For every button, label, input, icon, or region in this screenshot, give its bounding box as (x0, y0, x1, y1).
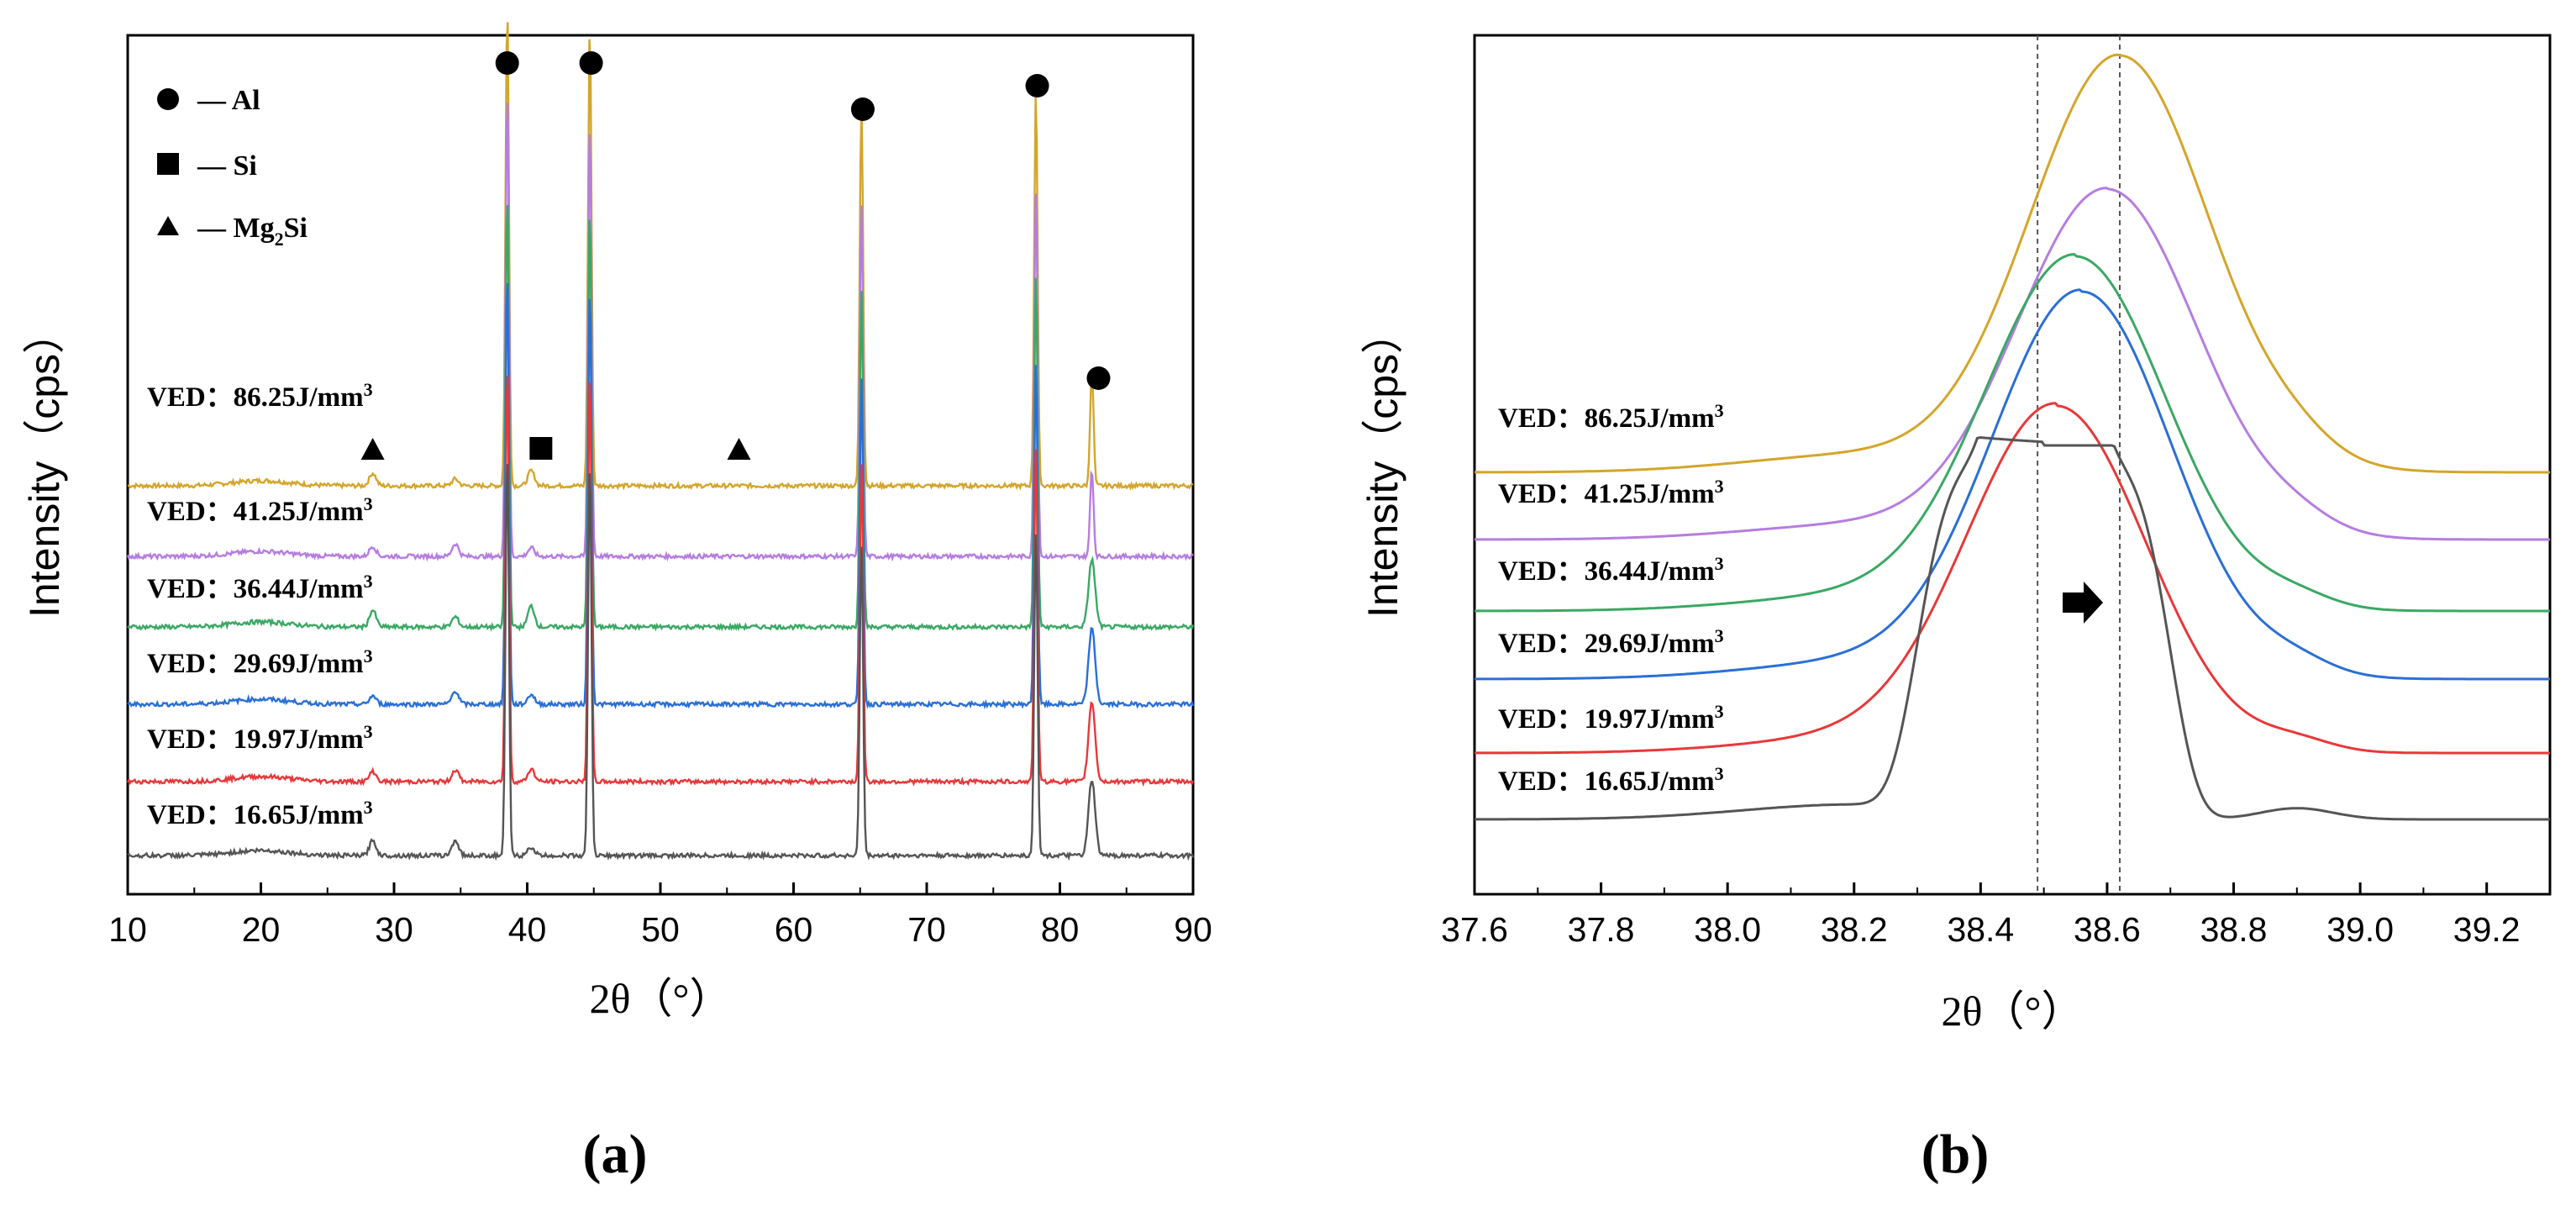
xrd-peak-series-line (1475, 436, 2550, 821)
panel-a-phase-markers (360, 51, 1111, 460)
panel-b-reference-lines (2037, 35, 2121, 894)
series-label: VED：19.97J/mm3 (1498, 701, 1724, 735)
panel-b-plot-frame (1473, 34, 2552, 896)
x-tick-label: 20 (242, 910, 281, 949)
al-phase-marker (579, 51, 603, 75)
panel-a-x-axis-label: 2θ（°） (590, 975, 732, 1022)
panel-a-series-labels: VED：86.25J/mm3 VED：41.25J/mm3 VED：36.44J/m… (147, 379, 373, 830)
al-phase-marker (850, 97, 875, 121)
x-tick-label: 30 (375, 910, 413, 949)
xrd-series-line (126, 103, 1194, 562)
x-tick-label: 37.6 (1441, 910, 1508, 949)
series-label: VED：19.97J/mm3 (147, 721, 373, 755)
panel-a-label: (a) (583, 1124, 648, 1185)
panel-a-x-ticks: 10 20 30 40 50 60 70 80 90 (108, 882, 1212, 949)
si-phase-marker (529, 437, 553, 460)
legend-mg2si-label: — Mg2Si (197, 213, 308, 250)
x-tick-label: 38.8 (2200, 910, 2268, 949)
legend-mg2si-marker (157, 216, 179, 235)
xrd-series-line (127, 282, 1195, 710)
x-tick-label: 37.8 (1568, 910, 1635, 949)
series-label: VED：29.69J/mm3 (147, 645, 373, 679)
panel-b-y-axis-label: Intensity（cps） (1359, 312, 1406, 618)
panel-b-series (1475, 53, 2550, 821)
panel-a-series (126, 22, 1195, 861)
series-label: VED：16.65J/mm3 (147, 797, 373, 830)
x-tick-label: 39.0 (2326, 910, 2394, 949)
series-label: VED：36.44J/mm3 (147, 571, 373, 604)
x-tick-label: 80 (1041, 910, 1080, 949)
x-tick-label: 40 (508, 910, 547, 949)
mg2si-phase-marker (360, 438, 385, 460)
panel-b-chart: 37.6 37.8 38.0 38.2 38.4 38.6 38.8 39.0 39.2 VED… (1359, 34, 2552, 1185)
xrd-series-line (127, 464, 1195, 861)
legend-si-label: — Si (197, 150, 257, 182)
peak-shift-arrow-icon (2063, 582, 2103, 624)
al-phase-marker (495, 51, 519, 75)
mg2si-phase-marker (727, 438, 751, 460)
series-label: VED：29.69J/mm3 (1498, 625, 1724, 659)
x-tick-label: 70 (907, 910, 946, 949)
xrd-series-line (126, 376, 1195, 787)
series-label: VED：16.65J/mm3 (1498, 763, 1724, 797)
series-label: VED：41.25J/mm3 (1498, 476, 1724, 509)
panel-a-legend: — Al — Si — Mg2Si (157, 85, 308, 250)
panel-b-series-labels: VED：86.25J/mm3 VED：41.25J/mm3 VED：36.44J/m… (1498, 400, 1724, 797)
x-tick-label: 38.2 (1821, 910, 1888, 949)
xrd-series-line (127, 22, 1194, 492)
al-phase-marker (1086, 366, 1111, 390)
series-label: VED：86.25J/mm3 (147, 379, 373, 413)
x-tick-label: 39.2 (2453, 910, 2521, 949)
series-label: VED：36.44J/mm3 (1498, 553, 1724, 587)
panel-b-x-axis-label: 2θ（°） (1942, 987, 2084, 1035)
panel-b-x-ticks: 37.6 37.8 38.0 38.2 38.4 38.6 38.8 39.0 39.2 (1441, 882, 2521, 949)
series-label: VED：86.25J/mm3 (1498, 400, 1724, 434)
xrd-peak-series-line (1475, 288, 2550, 681)
legend-al-marker (157, 88, 179, 110)
xrd-peak-series-line (1475, 253, 2550, 613)
panel-b-label: (b) (1921, 1124, 1990, 1185)
xrd-peak-series-line (1475, 187, 2550, 541)
x-tick-label: 38.4 (1947, 910, 2014, 949)
panel-a-chart: 10 20 30 40 50 60 70 80 90 VED：86.25J/mm3 VED：41.… (21, 22, 1212, 1185)
legend-si-marker (157, 153, 179, 175)
panel-a-y-axis-label: Intensity（cps） (21, 312, 68, 618)
x-tick-label: 10 (108, 910, 147, 949)
x-tick-label: 38.6 (2074, 910, 2141, 949)
x-tick-label: 38.0 (1694, 910, 1761, 949)
xrd-peak-series-line (1475, 53, 2550, 474)
x-tick-label: 90 (1174, 910, 1212, 949)
legend-al-label: — Al (197, 85, 260, 116)
series-label: VED：41.25J/mm3 (147, 493, 373, 527)
xrd-series-line (127, 205, 1195, 632)
x-tick-label: 60 (775, 910, 813, 949)
x-tick-label: 50 (641, 910, 680, 949)
al-phase-marker (1025, 74, 1049, 97)
